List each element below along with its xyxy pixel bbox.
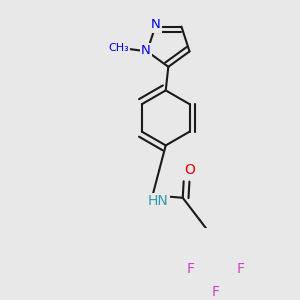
Text: N: N	[151, 19, 161, 32]
Text: F: F	[237, 262, 245, 276]
Text: F: F	[212, 285, 220, 299]
Text: CH₃: CH₃	[109, 43, 130, 53]
Text: O: O	[184, 163, 195, 176]
Text: HN: HN	[148, 194, 169, 208]
Text: F: F	[186, 262, 194, 276]
Text: N: N	[141, 44, 151, 57]
